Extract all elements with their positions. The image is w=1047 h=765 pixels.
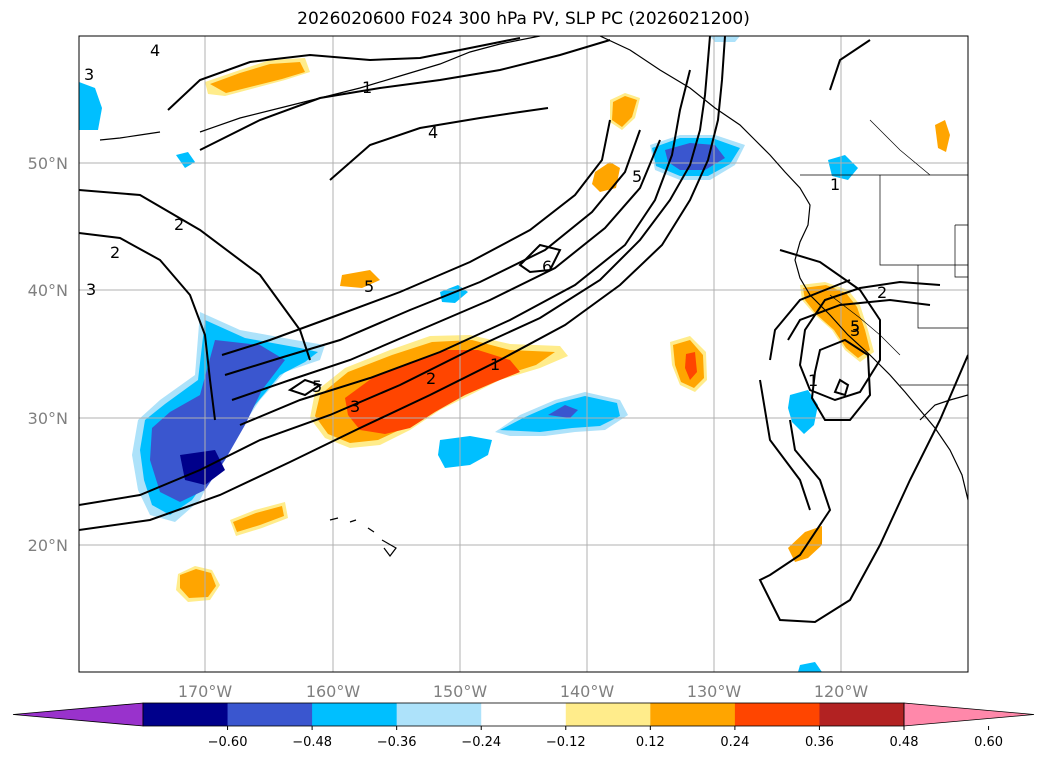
contour-label: 3 bbox=[350, 397, 360, 416]
contour-label: 5 bbox=[632, 167, 642, 186]
colorbar-tick-label: −0.48 bbox=[292, 735, 332, 750]
colorbar-segment bbox=[396, 703, 482, 726]
colorbar-tick-label: −0.24 bbox=[461, 735, 501, 750]
lat-label: 50°N bbox=[28, 154, 68, 173]
colorbar-segment bbox=[312, 703, 398, 726]
lon-label: 130°W bbox=[687, 682, 742, 701]
contour-label: 4 bbox=[150, 41, 160, 60]
lon-label: 170°W bbox=[178, 682, 233, 701]
contour-label: 2 bbox=[877, 283, 887, 302]
contour-label: 3 bbox=[850, 321, 860, 340]
contour-label: 3 bbox=[84, 65, 94, 84]
contour-label: 3 bbox=[86, 280, 96, 299]
colorbar-tick-label: −0.60 bbox=[208, 735, 248, 750]
colorbar-tick-label: 0.48 bbox=[890, 735, 919, 750]
contour-label: 5 bbox=[312, 377, 322, 396]
contour-label: 1 bbox=[362, 78, 372, 97]
lon-label: 140°W bbox=[560, 682, 615, 701]
map-frame bbox=[78, 35, 969, 673]
contour-labels: 4 1 4 3 2 2 3 6 5 5 5 3 2 1 5 2 3 1 1 bbox=[84, 41, 887, 416]
colorbar-segment bbox=[650, 703, 736, 726]
colorbar-segment bbox=[819, 703, 905, 726]
lat-lon-grid bbox=[79, 36, 968, 672]
political-borders bbox=[800, 119, 968, 386]
contour-label: 1 bbox=[808, 371, 818, 390]
colorbar-extend-high bbox=[903, 702, 1035, 727]
contour-label: 4 bbox=[428, 123, 438, 142]
latitude-labels: 50°N 40°N 30°N 20°N bbox=[28, 154, 68, 555]
longitude-labels: 170°W 160°W 150°W 140°W 130°W 120°W bbox=[178, 682, 869, 701]
lon-label: 160°W bbox=[306, 682, 361, 701]
contour-label: 6 bbox=[542, 257, 552, 276]
map-field: 4 1 4 3 2 2 3 6 5 5 5 3 2 1 5 2 3 1 1 bbox=[79, 36, 968, 672]
map-title: 2026020600 F024 300 hPa PV, SLP PC (2026… bbox=[297, 9, 750, 29]
colorbar-tick-label: −0.12 bbox=[546, 735, 586, 750]
lat-label: 20°N bbox=[28, 536, 68, 555]
colorbar-tick-label: 0.24 bbox=[720, 735, 749, 750]
contour-label: 2 bbox=[110, 243, 120, 262]
colorbar-extend-low bbox=[12, 702, 144, 727]
lat-label: 30°N bbox=[28, 409, 68, 428]
contour-label: 5 bbox=[850, 317, 860, 336]
colorbar-tick-label: 0.60 bbox=[974, 735, 1003, 750]
colorbar: −0.60 −0.48 −0.36 −0.24 −0.12 0.12 0.24 0.36 0.4… bbox=[12, 702, 1035, 750]
slp-contours bbox=[79, 36, 968, 624]
contour-label: 2 bbox=[426, 369, 436, 388]
colorbar-tick-label: 0.36 bbox=[805, 735, 834, 750]
colorbar-segment bbox=[734, 703, 820, 726]
contour-label: 5 bbox=[364, 277, 374, 296]
contour-label: 2 bbox=[174, 215, 184, 234]
colorbar-segment bbox=[481, 703, 567, 726]
contour-label: 1 bbox=[830, 175, 840, 194]
lon-label: 120°W bbox=[814, 682, 869, 701]
colorbar-segment bbox=[227, 703, 313, 726]
colorbar-segment bbox=[565, 703, 651, 726]
colorbar-segment bbox=[143, 703, 229, 726]
contour-label: 1 bbox=[490, 355, 500, 374]
lat-label: 40°N bbox=[28, 281, 68, 300]
lon-label: 150°W bbox=[433, 682, 488, 701]
colorbar-tick-label: −0.36 bbox=[377, 735, 417, 750]
colorbar-tick-label: 0.12 bbox=[636, 735, 665, 750]
